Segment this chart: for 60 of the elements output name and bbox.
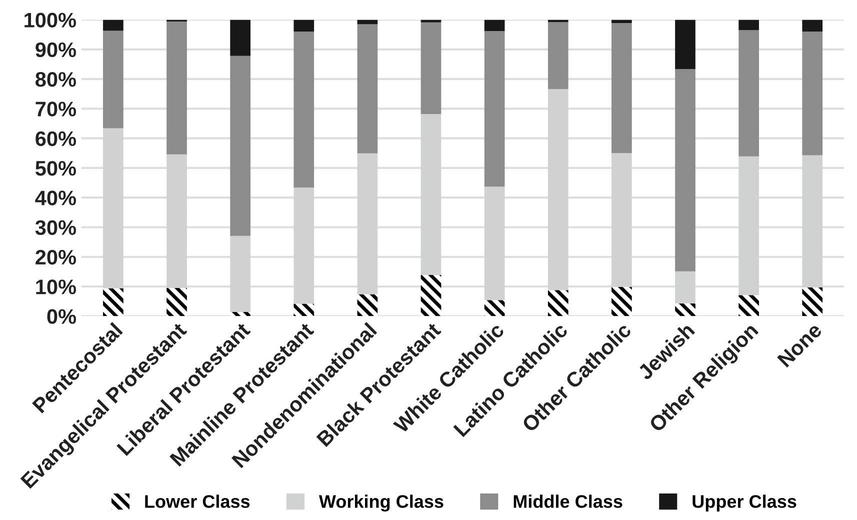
y-tick-label: 20% xyxy=(36,250,76,265)
bar xyxy=(357,294,378,316)
bar xyxy=(675,68,696,272)
bar xyxy=(484,300,505,316)
bar xyxy=(420,22,442,114)
bar xyxy=(166,288,187,316)
bar xyxy=(802,32,823,156)
bar xyxy=(675,271,696,304)
bar xyxy=(548,290,568,316)
y-tick-label: 40% xyxy=(35,190,76,206)
bar xyxy=(802,155,823,288)
bar xyxy=(484,186,505,300)
y-tick-label: 10% xyxy=(36,280,76,294)
bar xyxy=(612,20,632,24)
bar xyxy=(357,153,378,294)
legend-label: Upper Class xyxy=(692,494,796,512)
bar xyxy=(230,20,250,56)
legend-label: Lower Class xyxy=(145,494,250,508)
y-tick-label: 100% xyxy=(24,12,76,28)
y-tick-label: 80% xyxy=(36,72,76,87)
bar xyxy=(166,154,187,288)
bar xyxy=(675,303,696,316)
y-tick-label: 0% xyxy=(47,309,76,324)
bar xyxy=(103,288,124,316)
bar xyxy=(420,274,442,316)
bar xyxy=(103,128,124,288)
bar xyxy=(294,304,314,316)
y-tick-label: 30% xyxy=(35,220,76,236)
bar xyxy=(484,20,505,32)
bar xyxy=(738,295,759,316)
y-tick-label: 60% xyxy=(36,131,76,146)
bar xyxy=(103,20,124,31)
bar xyxy=(738,156,759,296)
bar xyxy=(357,24,378,154)
bar xyxy=(294,32,314,188)
bar xyxy=(612,153,632,287)
bar xyxy=(420,114,442,275)
y-tick-label: 90% xyxy=(36,42,76,58)
bar xyxy=(738,20,759,30)
bar xyxy=(420,20,442,22)
bar xyxy=(484,31,505,187)
bar xyxy=(675,20,696,69)
y-tick-label: 70% xyxy=(36,102,76,116)
bar xyxy=(548,22,568,90)
legend-label: Middle Class xyxy=(514,494,622,508)
bar xyxy=(802,20,823,32)
bar xyxy=(612,286,632,316)
bar xyxy=(294,188,314,304)
bar xyxy=(548,89,568,290)
bar xyxy=(166,22,187,154)
bar xyxy=(103,30,124,128)
bar xyxy=(294,20,314,32)
bar xyxy=(230,236,250,312)
bar xyxy=(738,30,759,156)
y-tick-label: 50% xyxy=(36,160,76,176)
legend-label: Working Class xyxy=(318,494,444,512)
bar xyxy=(230,312,250,316)
bar xyxy=(612,23,632,154)
bar xyxy=(230,56,250,236)
bar xyxy=(802,287,823,316)
